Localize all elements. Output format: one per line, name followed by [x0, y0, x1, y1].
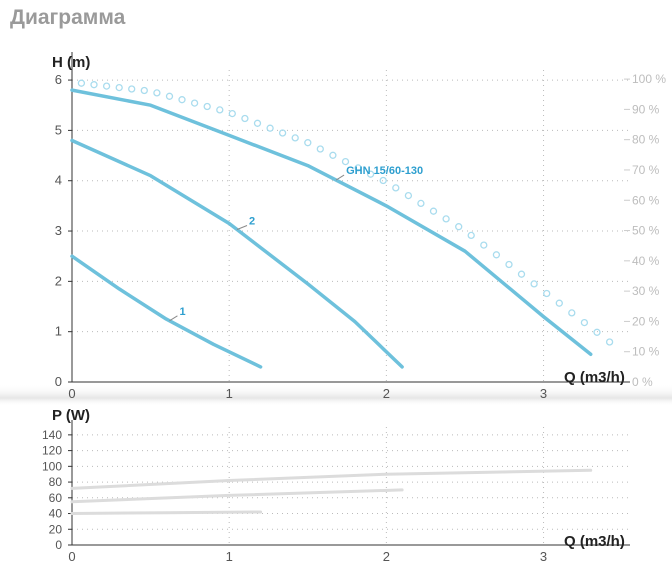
y-tick-label: 80: [49, 475, 63, 489]
efficiency-point: [140, 86, 148, 95]
curve-label-leader: [335, 174, 345, 181]
y-tick-label: 4: [55, 173, 62, 188]
efficiency-point: [392, 184, 400, 192]
y-tick-label: 0: [55, 374, 62, 389]
efficiency-point: [102, 82, 111, 90]
efficiency-point: [366, 170, 375, 178]
efficiency-point: [115, 83, 123, 92]
y2-tick-label: 50 %: [632, 224, 660, 238]
y2-tick-label: 0 %: [632, 375, 653, 389]
y-tick-label: 60: [49, 491, 63, 505]
x-tick-label: 0: [68, 549, 75, 564]
efficiency-point: [90, 81, 98, 89]
curve-label-leader: [236, 225, 248, 230]
efficiency-point: [341, 157, 350, 166]
efficiency-point: [555, 299, 563, 307]
efficiency-point: [128, 85, 136, 93]
efficiency-point: [379, 176, 387, 185]
efficiency-point: [505, 260, 513, 269]
y2-tick-label: 60 %: [632, 193, 660, 207]
chart-separator-band-lower: [0, 398, 672, 406]
x-axis-title: Q (m3/h): [564, 533, 625, 550]
y-tick-label: 120: [42, 444, 62, 458]
y-tick-label: 3: [55, 223, 62, 238]
y2-tick-label: 80 %: [632, 133, 660, 147]
pump-curve-1: [70, 254, 263, 369]
efficiency-point: [291, 134, 299, 142]
x-tick-label: 0: [68, 386, 75, 401]
efficiency-point: [77, 79, 86, 87]
pump-curve-GHN 15/60-130: [70, 88, 593, 357]
efficiency-point: [228, 109, 236, 118]
efficiency-point: [605, 338, 614, 346]
efficiency-point: [241, 114, 249, 123]
y-tick-label: 6: [55, 72, 62, 87]
efficiency-point: [455, 223, 463, 231]
y2-tick-label: 90 %: [632, 102, 660, 116]
efficiency-point: [203, 102, 211, 111]
x-tick-label: 1: [226, 549, 233, 564]
y-axis-title: P (W): [52, 407, 90, 424]
pump-curve-2: [70, 138, 404, 369]
curve-label-leader: [169, 315, 178, 322]
efficiency-point: [517, 270, 526, 278]
y2-tick-label: 10 %: [632, 345, 660, 359]
y-tick-label: 0: [55, 538, 62, 552]
x-tick-label: 3: [540, 386, 547, 401]
x-tick-label: 2: [383, 549, 390, 564]
efficiency-point: [278, 129, 287, 137]
efficiency-point: [329, 151, 337, 159]
curve-label: 2: [249, 216, 255, 228]
y2-tick-label: 100 %: [632, 72, 666, 86]
efficiency-point: [568, 309, 576, 317]
efficiency-point: [442, 215, 450, 223]
page-title: Диаграмма: [10, 6, 126, 29]
power-curve-1: [70, 468, 593, 490]
efficiency-point: [153, 89, 161, 97]
y2-tick-label: 70 %: [632, 163, 660, 177]
y-tick-label: 20: [49, 522, 63, 536]
efficiency-point: [417, 199, 425, 208]
y-tick-label: 1: [55, 324, 62, 339]
efficiency-point: [165, 92, 174, 100]
curve-label: GHN 15/60-130: [346, 165, 423, 177]
efficiency-point: [543, 289, 551, 298]
y-tick-label: 40: [49, 507, 63, 521]
y2-tick-label: 40 %: [632, 254, 660, 268]
efficiency-point: [480, 241, 488, 249]
power-curve-2: [70, 488, 404, 504]
y-tick-label: 2: [55, 273, 62, 288]
efficiency-point: [354, 164, 362, 172]
y2-tick-label: 20 %: [632, 314, 660, 328]
efficiency-point: [190, 99, 199, 107]
efficiency-point: [266, 124, 274, 132]
efficiency-point: [253, 119, 262, 127]
y-tick-label: 5: [55, 122, 62, 137]
power-curve-3: [70, 510, 263, 515]
y-axis-title: H (m): [52, 54, 90, 71]
efficiency-point: [580, 318, 589, 327]
efficiency-point: [492, 251, 501, 259]
efficiency-point: [304, 139, 312, 147]
chart-separator-band: [0, 384, 672, 398]
efficiency-point: [429, 207, 438, 215]
x-tick-label: 1: [226, 386, 233, 401]
x-tick-label: 3: [540, 549, 547, 564]
x-axis-title: Q (m3/h): [564, 369, 625, 386]
efficiency-point: [404, 191, 413, 200]
efficiency-point: [467, 231, 475, 240]
efficiency-point: [216, 106, 224, 114]
efficiency-point: [530, 280, 538, 288]
curve-label: 1: [179, 306, 185, 318]
y2-tick-label: 30 %: [632, 284, 660, 298]
x-tick-label: 2: [383, 386, 390, 401]
efficiency-point: [178, 96, 186, 104]
efficiency-point: [593, 328, 601, 336]
y-tick-label: 100: [42, 459, 62, 473]
efficiency-point: [316, 145, 324, 153]
y-tick-label: 140: [42, 428, 62, 442]
